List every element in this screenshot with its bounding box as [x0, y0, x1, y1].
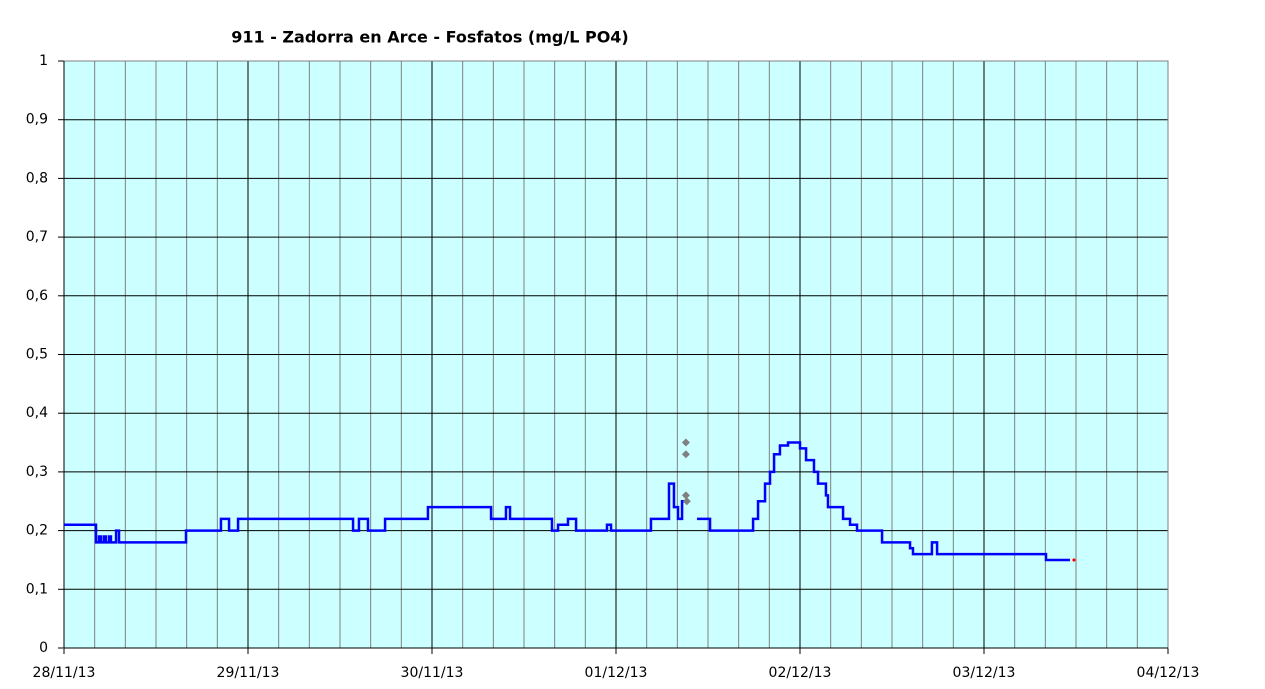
y-tick-label: 0,3: [26, 464, 48, 480]
data-point: [682, 497, 691, 506]
x-tick-label: 30/11/13: [401, 665, 464, 681]
y-tick-label: 0,6: [26, 288, 48, 304]
x-tick-label: 04/12/13: [1137, 665, 1200, 681]
x-tick-label: 03/12/13: [953, 665, 1016, 681]
y-tick-label: 0,5: [26, 347, 48, 363]
y-tick-label: 0,1: [26, 581, 48, 597]
chart-title: 911 - Zadorra en Arce - Fosfatos (mg/L P…: [231, 28, 628, 47]
data-point: [1071, 557, 1076, 562]
data-point: [681, 438, 690, 447]
x-tick-label: 29/11/13: [217, 665, 280, 681]
x-tick-label: 28/11/13: [33, 665, 96, 681]
y-tick-label: 0,9: [26, 112, 48, 128]
y-tick-label: 0,8: [26, 170, 48, 186]
y-tick-label: 0,2: [26, 523, 48, 539]
x-tick-label: 02/12/13: [769, 665, 832, 681]
y-tick-label: 1: [39, 53, 48, 69]
x-tick-label: 01/12/13: [585, 665, 648, 681]
data-line: [64, 441, 1070, 562]
y-tick-label: 0,4: [26, 405, 48, 421]
data-point: [681, 491, 690, 500]
y-tick-label: 0,7: [26, 229, 48, 245]
data-point: [681, 450, 690, 459]
y-tick-label: 0: [39, 640, 48, 656]
